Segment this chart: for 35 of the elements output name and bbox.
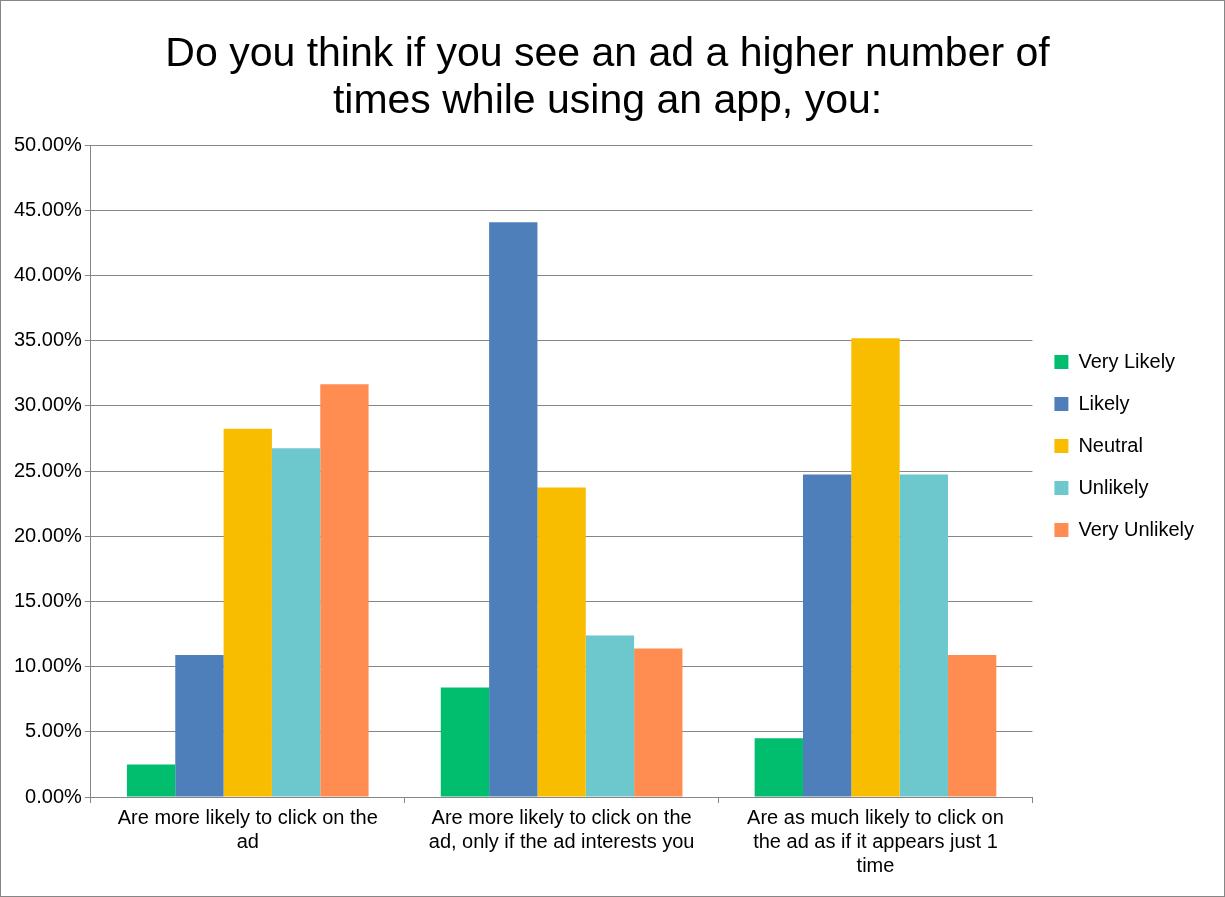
- bar: [271, 448, 321, 797]
- y-tick-label: 0.00%: [25, 784, 83, 807]
- y-tick-label: 15.00%: [13, 589, 83, 612]
- y-tick-label: 25.00%: [13, 458, 83, 481]
- x-tick-label: Are more likely to click on the ad: [117, 805, 378, 852]
- legend-label: Neutral: [1078, 433, 1143, 456]
- bar: [899, 474, 948, 797]
- legend-label: Unlikely: [1078, 475, 1149, 498]
- bar: [537, 487, 586, 797]
- bar: [634, 648, 683, 797]
- y-tick-label: 10.00%: [13, 654, 83, 677]
- bar: [802, 474, 852, 797]
- bar: [754, 738, 803, 797]
- x-tick-label: Are more likely to click on the ad, only if the ad interests you: [428, 805, 695, 852]
- bar: [489, 222, 538, 797]
- y-tick-label: 30.00%: [13, 393, 83, 416]
- bar: [851, 338, 900, 797]
- legend-label: Very Unlikely: [1078, 517, 1195, 540]
- bar: [440, 687, 490, 797]
- bar: [947, 654, 997, 797]
- x-tick-label: Are as much likely to click on the ad as if it appears just 1 time: [747, 805, 1004, 876]
- legend-label: Likely: [1078, 391, 1130, 414]
- y-tick-label: 20.00%: [13, 523, 83, 546]
- chart-title: Do you think if you see an ad a higher number of times while using an app, you:: [165, 28, 1051, 123]
- y-tick-label: 40.00%: [13, 263, 83, 286]
- bar: [175, 654, 224, 797]
- y-tick-label: 5.00%: [25, 719, 83, 742]
- bar: [126, 764, 176, 797]
- bar: [320, 384, 369, 797]
- y-tick-label: 50.00%: [13, 132, 83, 155]
- bar: [223, 428, 272, 797]
- y-tick-label: 35.00%: [13, 328, 83, 351]
- legend-label: Very Likely: [1078, 349, 1176, 372]
- y-tick-label: 45.00%: [13, 197, 83, 220]
- bar: [585, 635, 635, 797]
